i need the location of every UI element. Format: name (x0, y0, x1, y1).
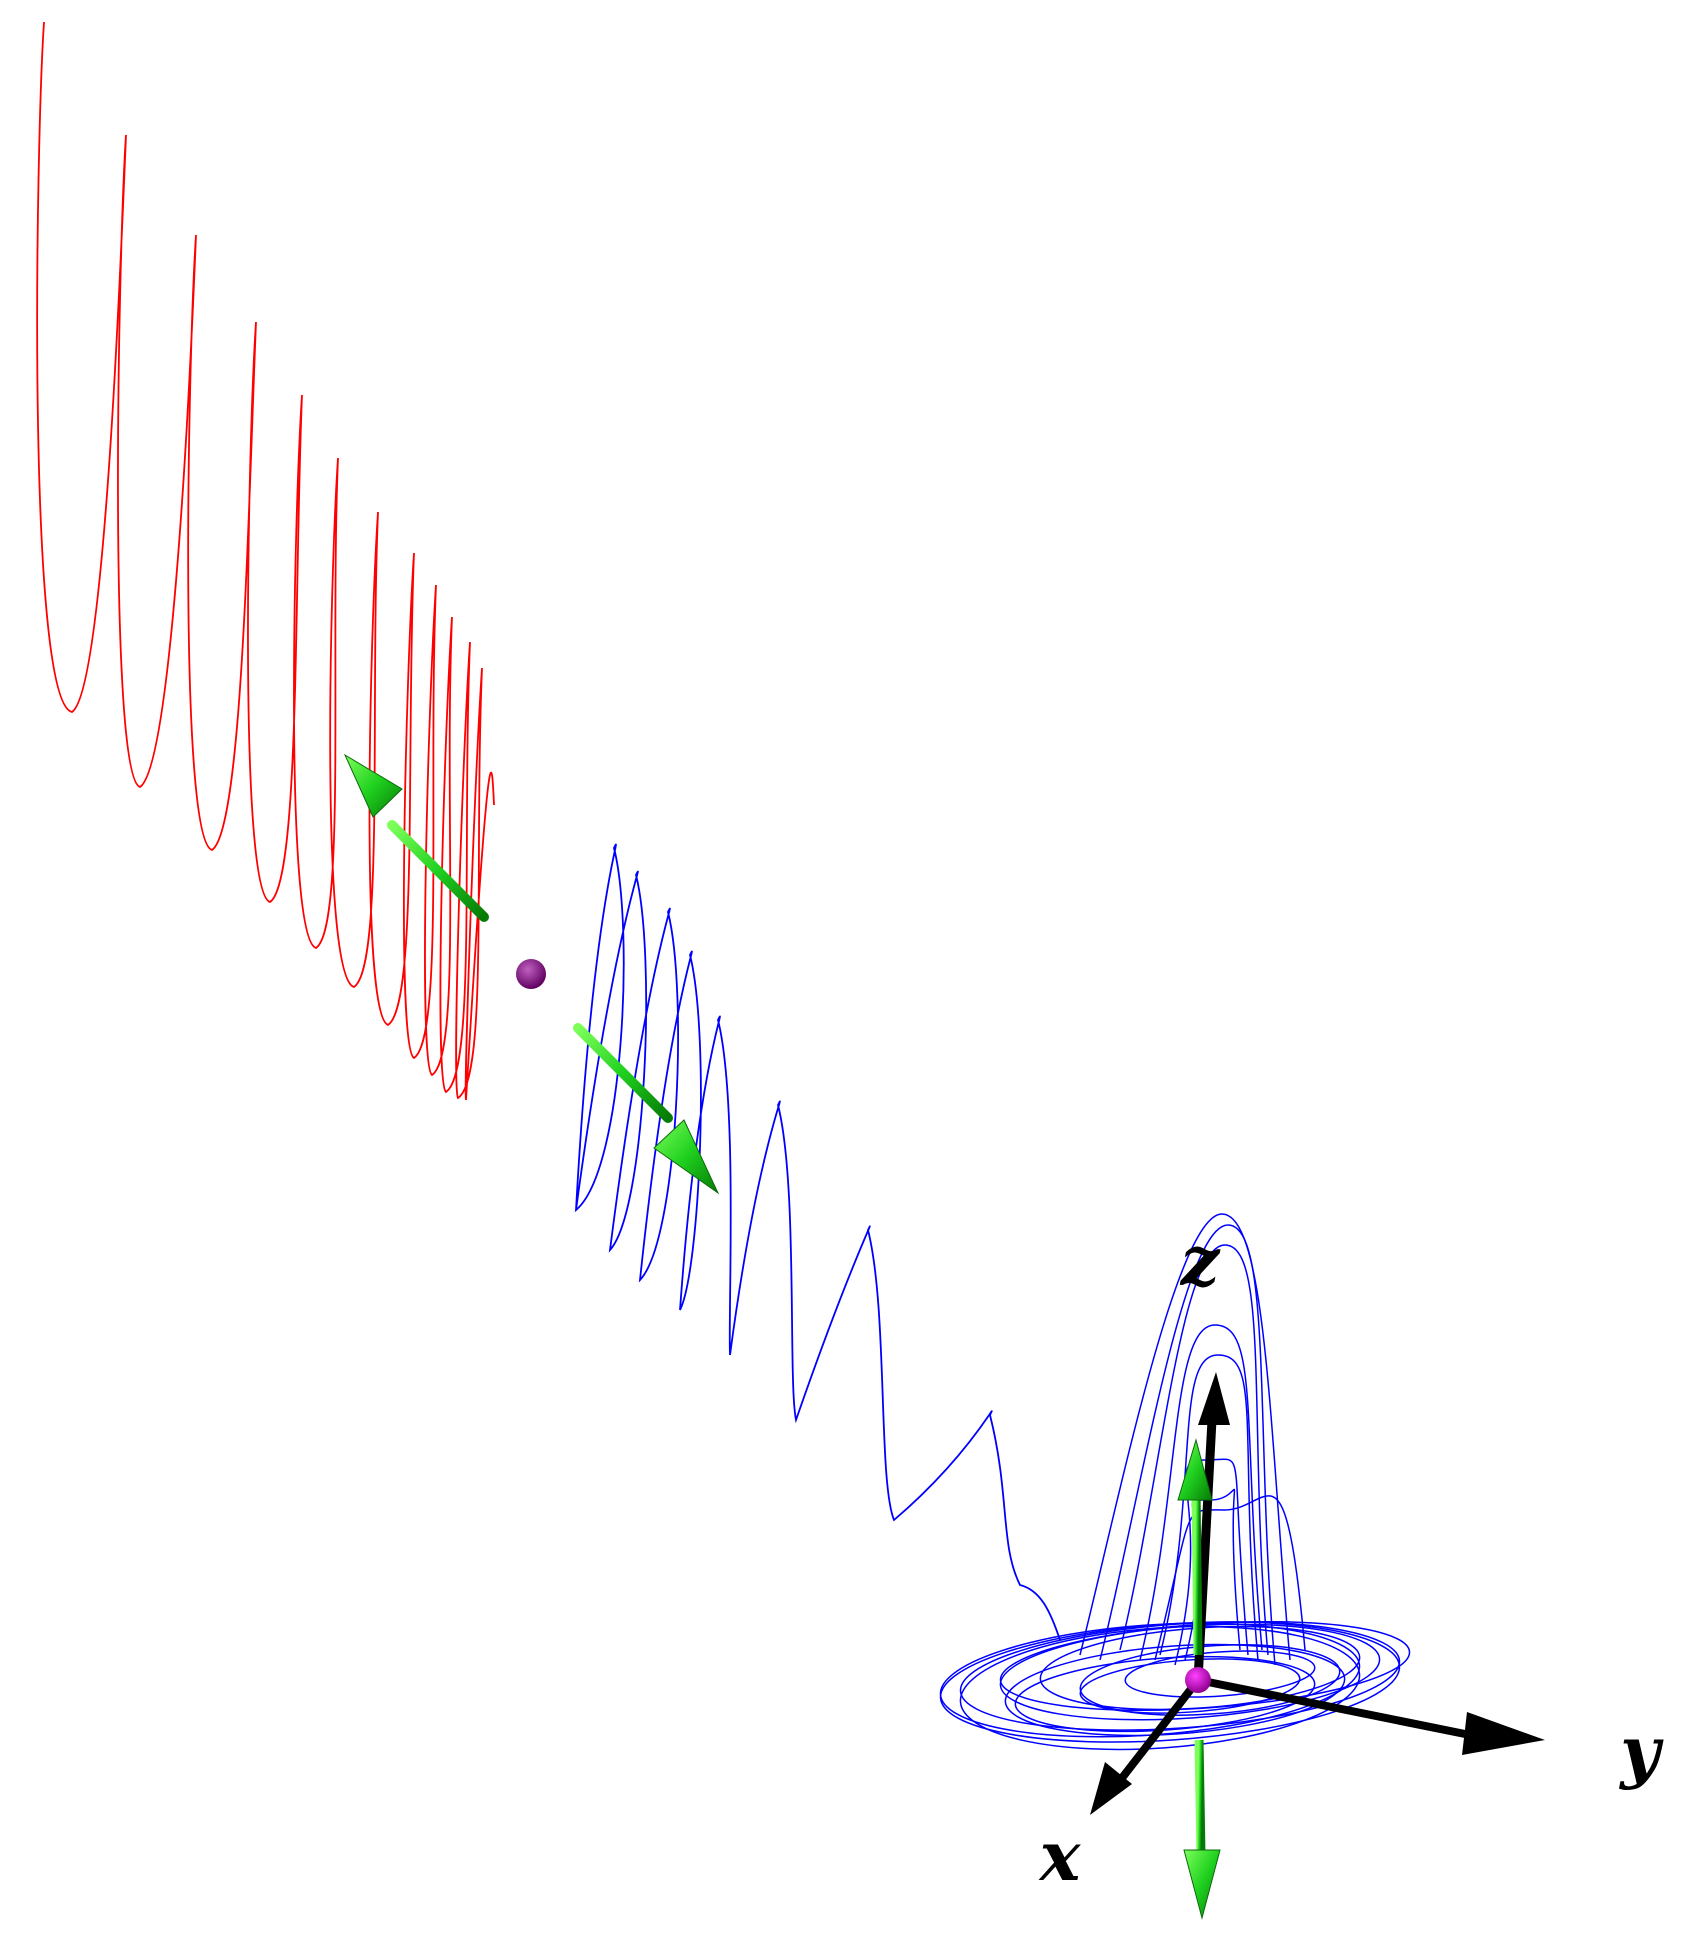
y-axis-arrowhead (1462, 1712, 1545, 1755)
eigenvector-arrow-stable (573, 1023, 720, 1195)
stable-trajectory (574, 843, 1061, 1641)
coordinate-axes: z y x (1038, 1222, 1664, 1920)
origin-equilibrium-point (1185, 1667, 1211, 1693)
y-axis-line (1197, 1676, 1471, 1739)
saddle-equilibrium-point (516, 959, 546, 989)
eigenvector-arrow-unstable (343, 753, 489, 922)
y-axis-label: y (1618, 1712, 1664, 1792)
unstable-trajectory (36, 21, 495, 1101)
z-axis-label: z (1180, 1222, 1221, 1302)
z-axis-arrowhead (1198, 1372, 1230, 1425)
x-axis-arrowhead (1090, 1762, 1132, 1815)
x-axis-label: x (1038, 1817, 1082, 1897)
attractor-loops (939, 1213, 1411, 1751)
x-axis-line (1118, 1677, 1202, 1781)
